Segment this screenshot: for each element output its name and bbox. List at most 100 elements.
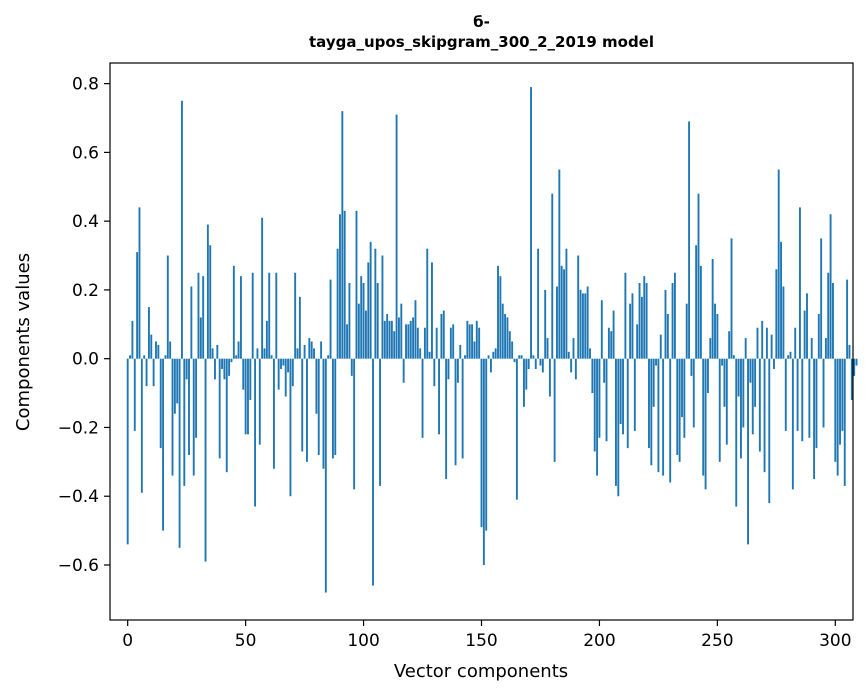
y-axis-label: Components values: [13, 253, 34, 431]
bar-299: [832, 283, 834, 359]
bar-65: [280, 358, 282, 369]
bar-26: [188, 358, 190, 455]
bar-256: [730, 238, 733, 359]
bar-290: [810, 338, 813, 359]
bar-43: [228, 358, 231, 376]
bar-1: [129, 355, 131, 359]
bar-216: [636, 324, 639, 359]
bar-201: [600, 300, 603, 359]
bar-17: [166, 255, 169, 359]
bar-25: [185, 358, 188, 380]
bar-177: [544, 289, 547, 359]
bar-164: [513, 358, 516, 363]
bar-157: [497, 265, 499, 359]
bar-279: [784, 358, 787, 431]
bar-246: [706, 358, 709, 394]
bar-18: [169, 341, 172, 359]
bar-94: [348, 283, 351, 359]
bar-76: [306, 358, 308, 462]
bar-102: [367, 262, 370, 359]
y-tick-label: 0.4: [72, 212, 99, 232]
bar-262: [744, 338, 747, 359]
bar-127: [426, 248, 429, 359]
bar-211: [624, 272, 627, 359]
bar-48: [239, 276, 242, 359]
bar-46: [235, 355, 238, 359]
y-tick-label: 0.8: [72, 75, 99, 95]
bar-212: [626, 358, 629, 449]
bar-166: [518, 355, 521, 359]
bar-222: [650, 358, 653, 466]
bar-304: [843, 358, 846, 486]
x-tick-label: 50: [235, 631, 257, 651]
bar-189: [572, 338, 575, 359]
bar-202: [603, 358, 606, 383]
bar-141: [459, 344, 462, 359]
bar-186: [565, 248, 568, 359]
bar-88: [334, 358, 337, 455]
bar-275: [775, 269, 778, 359]
bar-251: [718, 358, 721, 462]
bar-303: [841, 358, 844, 431]
bar-263: [747, 358, 749, 545]
bar-30: [197, 272, 200, 359]
bar-240: [692, 358, 695, 428]
bar-247: [709, 338, 712, 359]
bar-52: [249, 358, 252, 400]
bar-7: [143, 355, 146, 359]
chart-title: б- tayga_upos_skipgram_300_2_2019 model: [110, 12, 853, 52]
bar-45: [232, 265, 235, 359]
bar-284: [796, 358, 799, 431]
bar-280: [787, 355, 790, 359]
bar-220: [645, 283, 648, 359]
bar-160: [504, 313, 507, 359]
bar-218: [640, 296, 643, 359]
bar-148: [475, 320, 478, 359]
bar-269: [761, 320, 764, 359]
bar-123: [416, 327, 419, 359]
bar-90: [339, 214, 341, 359]
bar-273: [770, 334, 773, 359]
bar-225: [657, 358, 660, 473]
bar-288: [806, 293, 808, 359]
bar-36: [211, 348, 214, 359]
bar-87: [331, 358, 334, 459]
bar-31: [199, 317, 202, 359]
bar-91: [341, 111, 344, 359]
bar-119: [407, 324, 410, 359]
bar-173: [534, 358, 537, 369]
y-tick-label: 0.6: [72, 143, 99, 163]
bar-214: [631, 293, 634, 359]
bar-155: [492, 351, 495, 359]
bar-206: [612, 310, 615, 359]
bar-197: [591, 358, 594, 394]
bar-179: [548, 358, 551, 397]
bar-300: [834, 358, 837, 462]
bar-227: [662, 358, 665, 476]
bar-168: [523, 358, 525, 407]
bar-235: [681, 358, 683, 418]
bar-47: [237, 341, 240, 359]
bar-210: [622, 358, 624, 435]
bar-291: [813, 358, 816, 480]
bar-205: [610, 331, 613, 359]
bar-133: [440, 313, 443, 359]
bar-183: [558, 169, 561, 359]
bar-75: [303, 344, 306, 359]
bar-294: [820, 238, 823, 359]
bar-233: [676, 358, 679, 455]
bar-124: [419, 348, 422, 359]
bar-64: [277, 358, 280, 390]
bar-132: [438, 358, 440, 435]
y-tick-label: 0.0: [72, 350, 99, 370]
bar-147: [473, 341, 476, 359]
x-tick-label: 250: [701, 631, 733, 651]
bar-219: [643, 276, 646, 359]
bar-242: [697, 193, 700, 359]
bar-44: [230, 358, 233, 363]
bar-59: [265, 320, 268, 359]
axes-frame: [109, 62, 854, 621]
bar-267: [756, 327, 759, 359]
y-tick-label: −0.2: [58, 418, 99, 438]
bar-302: [839, 358, 841, 445]
